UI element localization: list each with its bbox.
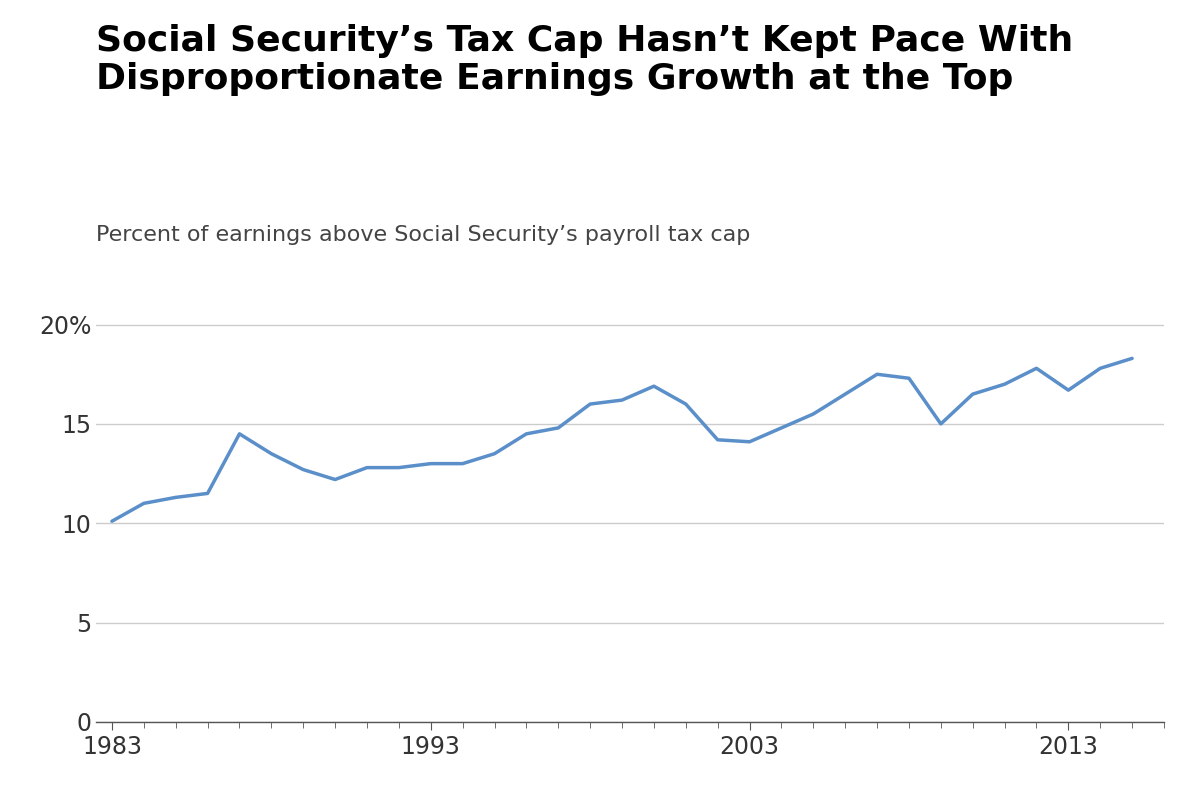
Text: Social Security’s Tax Cap Hasn’t Kept Pace With
Disproportionate Earnings Growth: Social Security’s Tax Cap Hasn’t Kept Pa… [96,24,1073,96]
Text: Percent of earnings above Social Security’s payroll tax cap: Percent of earnings above Social Securit… [96,225,750,245]
